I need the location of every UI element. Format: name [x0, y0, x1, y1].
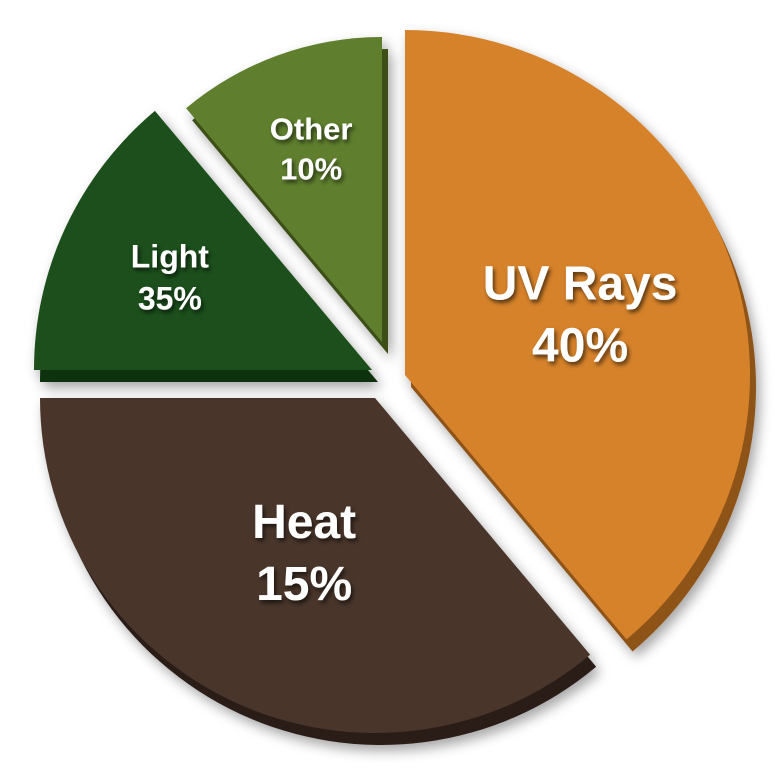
slice-name: UV Rays	[483, 257, 678, 310]
slice-name: Heat	[252, 496, 356, 549]
slice-name: Light	[131, 239, 210, 275]
slice-top	[186, 36, 382, 342]
slice-top	[405, 30, 750, 640]
slice-label: Other 10%	[270, 111, 353, 186]
slice-value: 35%	[138, 280, 202, 316]
slice-heat	[40, 398, 597, 746]
slice-label: Heat 15%	[252, 496, 356, 611]
slice-value: 40%	[532, 320, 628, 373]
slice-value: 10%	[280, 152, 342, 187]
slice-name: Other	[270, 111, 353, 146]
slice-top	[40, 398, 591, 734]
slice-label: UV Rays 40%	[483, 257, 678, 372]
slice-value: 15%	[256, 558, 352, 611]
slice-uv-rays	[405, 30, 756, 652]
slice-light	[34, 110, 378, 383]
slice-label: Light 35%	[131, 239, 210, 317]
slice-other	[186, 36, 388, 354]
slice-top	[34, 110, 372, 371]
